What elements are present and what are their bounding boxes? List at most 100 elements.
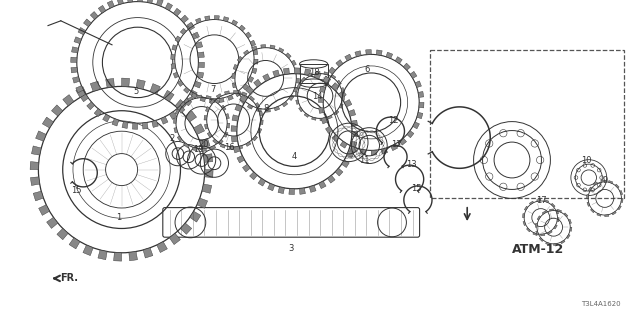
Polygon shape (237, 56, 243, 62)
Polygon shape (332, 134, 339, 142)
Polygon shape (76, 86, 83, 93)
Polygon shape (314, 72, 321, 79)
Polygon shape (566, 235, 570, 239)
Polygon shape (242, 92, 247, 96)
Polygon shape (235, 104, 242, 111)
Polygon shape (189, 90, 197, 97)
Polygon shape (205, 107, 210, 112)
Polygon shape (289, 95, 294, 100)
Polygon shape (233, 146, 240, 153)
Polygon shape (301, 77, 306, 82)
Polygon shape (568, 219, 572, 223)
Polygon shape (206, 95, 211, 99)
Polygon shape (76, 87, 86, 98)
Polygon shape (33, 191, 44, 201)
Polygon shape (417, 112, 423, 119)
Text: ATM-12: ATM-12 (511, 243, 564, 256)
Polygon shape (391, 144, 397, 151)
Polygon shape (536, 231, 539, 235)
Polygon shape (340, 141, 348, 148)
Polygon shape (112, 119, 119, 126)
Polygon shape (220, 144, 225, 148)
Polygon shape (194, 124, 205, 134)
Polygon shape (285, 53, 291, 58)
Polygon shape (229, 147, 234, 149)
Polygon shape (114, 252, 122, 261)
Polygon shape (546, 242, 550, 245)
Polygon shape (231, 126, 237, 131)
Polygon shape (537, 199, 541, 201)
Polygon shape (212, 139, 218, 144)
Polygon shape (170, 112, 177, 119)
Polygon shape (197, 198, 207, 208)
Polygon shape (192, 32, 200, 39)
Polygon shape (42, 117, 54, 128)
Text: 18: 18 (310, 68, 320, 77)
Polygon shape (587, 202, 590, 206)
Polygon shape (184, 87, 189, 93)
Polygon shape (122, 78, 129, 87)
Polygon shape (90, 12, 98, 20)
Polygon shape (233, 64, 237, 70)
Polygon shape (256, 108, 261, 112)
Polygon shape (72, 47, 79, 53)
Text: 4: 4 (292, 152, 297, 161)
Polygon shape (556, 210, 559, 214)
Polygon shape (78, 28, 86, 35)
Polygon shape (371, 150, 377, 155)
Polygon shape (122, 122, 128, 128)
Polygon shape (102, 114, 110, 122)
Polygon shape (219, 98, 224, 103)
Polygon shape (192, 147, 197, 151)
Polygon shape (188, 97, 193, 101)
Polygon shape (235, 91, 240, 97)
Text: 8: 8 (263, 104, 268, 113)
Polygon shape (177, 136, 182, 141)
Polygon shape (275, 106, 280, 111)
Polygon shape (289, 188, 294, 195)
Polygon shape (320, 118, 324, 121)
Polygon shape (250, 172, 257, 180)
Polygon shape (253, 136, 257, 141)
Polygon shape (545, 200, 548, 203)
Polygon shape (305, 69, 311, 76)
Polygon shape (117, 0, 124, 4)
Text: 7: 7 (211, 85, 216, 94)
Polygon shape (202, 148, 207, 151)
Text: 11: 11 (359, 156, 369, 165)
Polygon shape (211, 145, 216, 150)
Polygon shape (207, 132, 212, 137)
Polygon shape (87, 102, 95, 110)
Bar (300, 64, 328, 83)
Polygon shape (257, 128, 262, 133)
Polygon shape (570, 227, 572, 231)
Polygon shape (161, 116, 168, 124)
Polygon shape (239, 25, 245, 31)
Polygon shape (316, 71, 320, 74)
Polygon shape (51, 105, 63, 116)
Polygon shape (47, 217, 58, 228)
Text: 13: 13 (406, 160, 417, 169)
Polygon shape (551, 203, 555, 207)
Polygon shape (319, 86, 326, 92)
Polygon shape (83, 19, 92, 27)
Polygon shape (152, 120, 158, 127)
Text: 17: 17 (536, 196, 547, 204)
Polygon shape (210, 99, 214, 104)
Polygon shape (236, 90, 242, 96)
Polygon shape (550, 209, 554, 211)
Polygon shape (214, 99, 220, 104)
Polygon shape (557, 209, 561, 212)
Text: 19: 19 (193, 145, 204, 154)
Polygon shape (225, 91, 229, 94)
Polygon shape (191, 93, 197, 99)
Polygon shape (184, 143, 189, 148)
Polygon shape (245, 32, 252, 38)
Polygon shape (205, 170, 213, 178)
Polygon shape (533, 233, 537, 236)
Polygon shape (350, 141, 356, 148)
Polygon shape (415, 81, 421, 88)
Polygon shape (237, 156, 244, 163)
Polygon shape (268, 183, 275, 191)
Polygon shape (410, 71, 417, 78)
